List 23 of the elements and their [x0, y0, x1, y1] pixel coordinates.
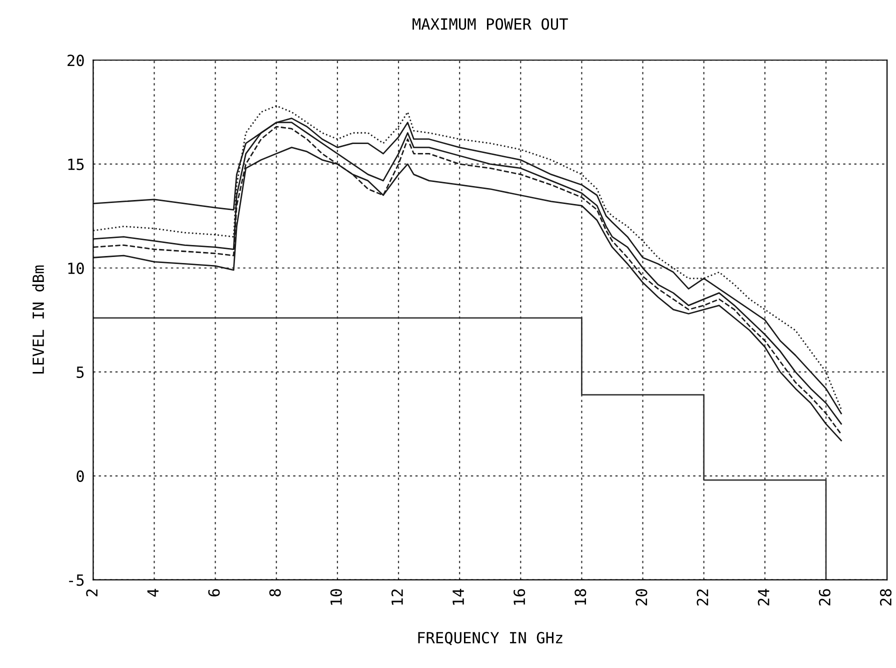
- x-tick-label: 12: [391, 589, 403, 605]
- y-tick-label: 20: [68, 54, 84, 66]
- x-tick-label: 16: [514, 589, 526, 605]
- y-tick-label: 10: [68, 262, 84, 274]
- y-axis-title: LEVEL IN dBm: [32, 266, 44, 374]
- x-tick-label: 18: [574, 589, 586, 605]
- y-tick-label: 15: [68, 158, 84, 170]
- x-tick-label: 4: [147, 588, 159, 597]
- x-tick-label: 8: [269, 589, 281, 596]
- y-tick-label: -5: [69, 574, 84, 586]
- chart-title: MAXIMUM POWER OUT: [412, 18, 568, 30]
- x-tick-label: 26: [818, 589, 830, 606]
- x-tick-label: 28: [880, 589, 892, 606]
- x-tick-label: 2: [86, 589, 98, 596]
- x-tick-label: 10: [330, 589, 342, 605]
- x-tick-label: 24: [758, 588, 770, 606]
- x-axis-title: FREQUENCY IN GHz: [418, 632, 562, 646]
- x-tick-label: 20: [636, 589, 648, 606]
- y-tick-label: 0: [76, 470, 84, 482]
- x-tick-label: 6: [208, 589, 220, 596]
- x-tick-label: 22: [696, 589, 708, 606]
- y-tick-label: 5: [76, 366, 84, 378]
- x-tick-label: 14: [452, 588, 464, 605]
